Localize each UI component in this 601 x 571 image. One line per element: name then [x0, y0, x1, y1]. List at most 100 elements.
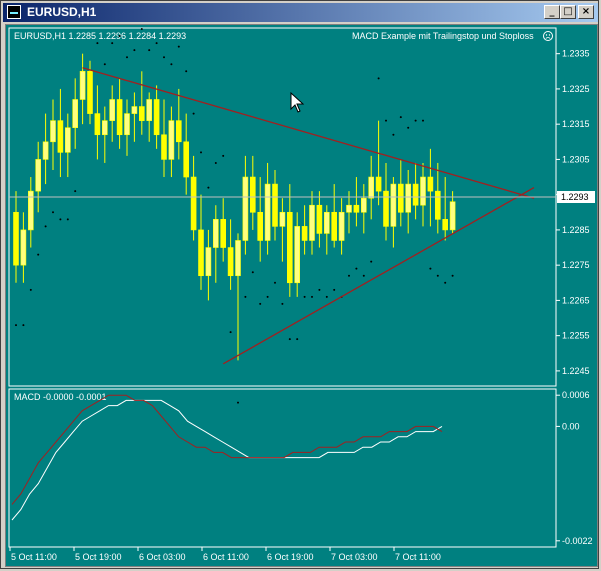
time-tick-label: 6 Oct 03:00: [139, 552, 186, 562]
candle: [131, 92, 138, 142]
sar-point: [66, 218, 69, 221]
sar-point: [126, 56, 128, 59]
candle: [87, 60, 93, 125]
candle: [279, 198, 286, 262]
sar-point: [266, 295, 269, 298]
sar-point: [311, 295, 313, 298]
candle: [124, 99, 130, 156]
macd-panel-frame: [8, 388, 557, 548]
macd-tick-label: 0.0006: [562, 390, 590, 400]
chart-canvas[interactable]: EURUSD,H1 1.2285 1.2296 1.2284 1.2293 MA…: [6, 25, 597, 566]
candle: [102, 106, 108, 163]
sar-point: [251, 271, 254, 274]
expert-label: MACD Example mit Trailingstop und Stoplo…: [352, 31, 534, 41]
price-tick-label: 1.2255: [562, 331, 590, 341]
sar-point: [111, 42, 114, 45]
candle: [427, 148, 434, 227]
candle: [434, 162, 441, 234]
candle: [213, 205, 219, 283]
sar-point: [103, 63, 106, 66]
sar-point: [318, 288, 321, 291]
sar-point: [155, 42, 158, 45]
minimize-button[interactable]: _: [544, 5, 560, 19]
time-tick-label: 5 Oct 11:00: [11, 552, 57, 562]
sar-point: [429, 267, 432, 270]
candle: [139, 71, 145, 135]
candle: [309, 191, 315, 255]
price-tick-label: 1.2305: [562, 154, 590, 164]
sar-point: [192, 112, 195, 115]
candle: [13, 191, 19, 283]
sar-point: [140, 28, 143, 30]
candle: [242, 155, 249, 255]
candle: [375, 120, 382, 206]
candle: [64, 113, 71, 178]
candle: [176, 88, 182, 160]
price-tick-label: 1.2285: [562, 225, 590, 235]
candle: [57, 88, 64, 178]
symbol-info-label: EURUSD,H1 1.2285 1.2296 1.2284 1.2293: [14, 31, 186, 41]
candle: [301, 205, 308, 255]
chart-window-icon[interactable]: [7, 5, 21, 19]
candle: [442, 177, 449, 241]
candle: [27, 177, 34, 248]
candle: [316, 191, 323, 248]
candle: [168, 106, 175, 178]
candle: [183, 113, 189, 195]
sar-point: [59, 218, 62, 221]
macd-signal-line: [11, 394, 443, 505]
maximize-button[interactable]: □: [560, 5, 576, 19]
sar-point: [370, 260, 373, 263]
time-tick-label: 5 Oct 19:00: [75, 552, 122, 562]
price-tick-label: 1.2325: [562, 84, 590, 94]
price-tick-label: 1.2245: [562, 366, 590, 376]
time-tick-label: 6 Oct 19:00: [267, 552, 314, 562]
chart-area[interactable]: EURUSD,H1 1.2285 1.2296 1.2284 1.2293 MA…: [5, 24, 598, 567]
sar-point: [377, 77, 380, 80]
price-tick-label: 1.2315: [562, 119, 590, 129]
sar-point: [288, 338, 291, 341]
sar-point: [222, 154, 225, 157]
candle: [405, 169, 412, 234]
sar-point: [22, 324, 25, 327]
candle: [368, 155, 375, 220]
current-price-label: 1.2293: [561, 192, 589, 202]
time-tick-label: 6 Oct 11:00: [203, 552, 249, 562]
price-tick-label: 1.2275: [562, 260, 590, 270]
sar-point: [303, 295, 306, 298]
sar-point: [214, 161, 217, 164]
candle: [250, 155, 256, 230]
sar-point: [118, 35, 121, 38]
sar-point: [444, 281, 447, 284]
sar-point: [422, 119, 424, 122]
candle: [420, 162, 426, 227]
candle: [20, 212, 27, 283]
sar-point: [325, 295, 328, 298]
candle: [109, 85, 115, 142]
sar-point: [281, 302, 284, 305]
macd-main-line: [11, 399, 443, 521]
trendline[interactable]: [222, 187, 535, 365]
sar-point: [362, 274, 365, 277]
sar-point: [392, 133, 395, 136]
sar-point: [185, 70, 188, 73]
candle: [205, 229, 212, 301]
candle: [79, 53, 86, 125]
title-bar[interactable]: EURUSD,H1 _ □ ×: [3, 3, 598, 22]
close-button[interactable]: ×: [578, 5, 594, 19]
sar-point: [399, 116, 402, 119]
candle: [331, 184, 338, 248]
candle: [35, 141, 42, 213]
sar-point: [15, 324, 17, 327]
sar-point: [296, 338, 299, 341]
trendline[interactable]: [82, 67, 535, 199]
sar-point: [177, 45, 180, 48]
candle: [412, 162, 419, 220]
candle: [272, 169, 278, 241]
sar-point: [451, 274, 454, 277]
macd-tick-label: 0.00: [562, 421, 580, 431]
candle: [72, 78, 78, 149]
candle: [161, 99, 167, 178]
candle: [360, 184, 367, 234]
candle: [338, 198, 345, 255]
